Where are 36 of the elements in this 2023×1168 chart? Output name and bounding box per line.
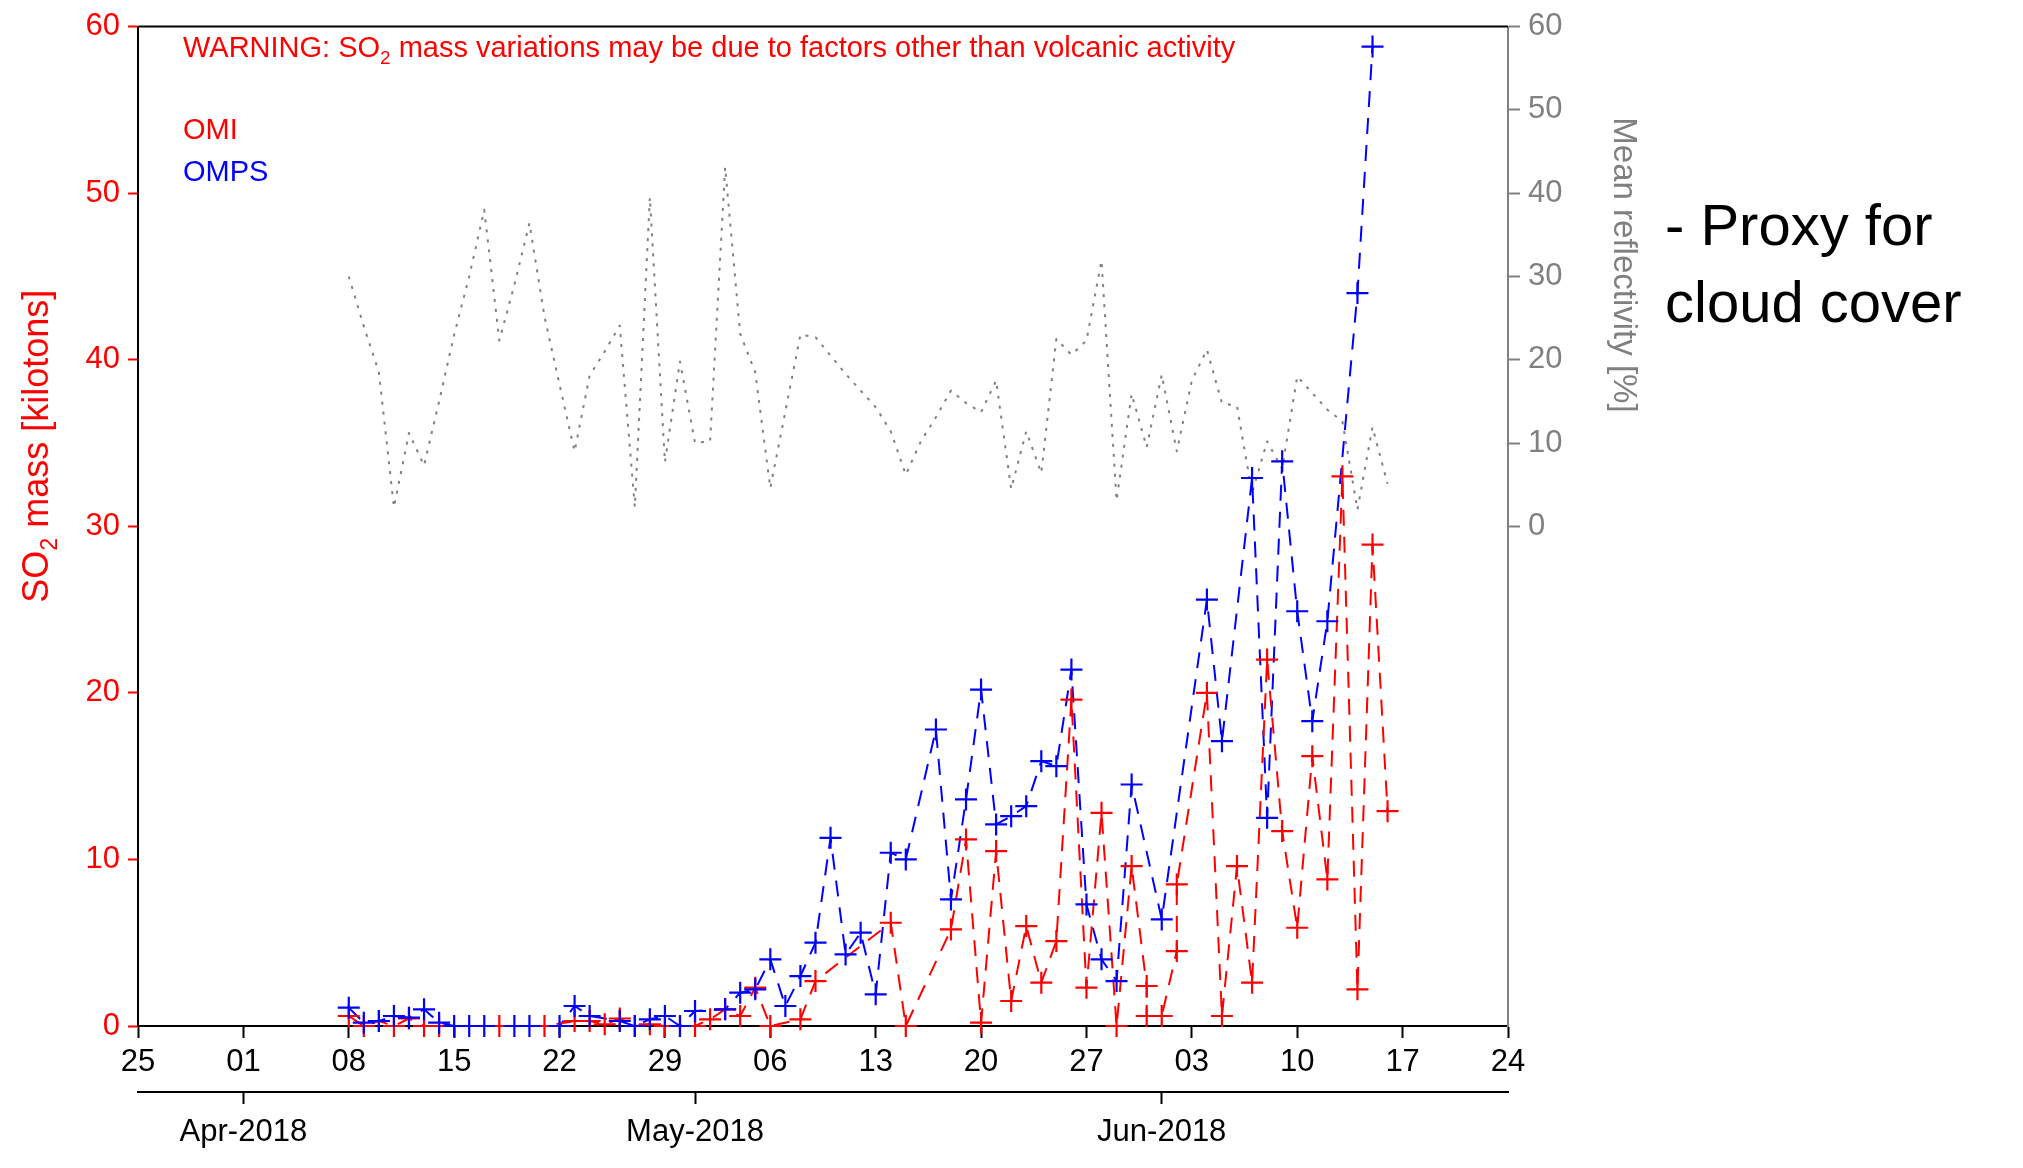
x-tick-label: 08 [331, 1043, 367, 1079]
x-tick-label: 06 [753, 1043, 788, 1079]
x-tick-label: 20 [963, 1043, 999, 1079]
x-tick-label: 27 [1069, 1043, 1104, 1079]
x-tick-label: 29 [647, 1043, 683, 1079]
x-tick-label: 24 [1490, 1043, 1526, 1079]
y-tick-label: 30 [85, 506, 120, 542]
x-tick-label: 15 [436, 1043, 472, 1079]
x2-tick-label: Jun-2018 [1097, 1113, 1227, 1149]
x-tick-label: 13 [858, 1043, 893, 1079]
x-tick-label: 01 [226, 1043, 261, 1079]
x2-tick-label: May-2018 [626, 1113, 764, 1149]
y-tick-label: 0 [102, 1006, 120, 1042]
x2-tick-label: Apr-2018 [179, 1113, 308, 1149]
y2-tick-label: 40 [1528, 173, 1563, 209]
y2-tick-label: 50 [1528, 90, 1563, 126]
x-tick-label: 17 [1385, 1043, 1420, 1079]
y2-tick-label: 30 [1528, 257, 1563, 292]
text: OMI [183, 112, 238, 145]
text: - Proxy for cloud cover [1665, 192, 1962, 334]
text: OMPS [183, 154, 269, 187]
y-tick-label: 60 [85, 7, 120, 43]
x-tick-label: 03 [1174, 1043, 1210, 1079]
y2-tick-label: 10 [1528, 423, 1563, 459]
x-tick-label: 22 [542, 1043, 577, 1079]
y2-tick-label: 0 [1528, 506, 1546, 542]
x-tick-label: 25 [120, 1043, 156, 1079]
y-axis-title: SO2 mass [kilotons] [15, 289, 62, 603]
y2-tick-label: 20 [1528, 340, 1563, 376]
y2-axis-title: Mean reflectivity [%] [1607, 117, 1644, 413]
y-tick-label: 40 [85, 340, 120, 376]
y-tick-label: 10 [85, 839, 120, 875]
x-tick-label: 10 [1279, 1043, 1315, 1079]
y-tick-label: 20 [85, 673, 120, 709]
y2-tick-label: 60 [1528, 7, 1563, 43]
y-tick-label: 50 [85, 173, 120, 209]
